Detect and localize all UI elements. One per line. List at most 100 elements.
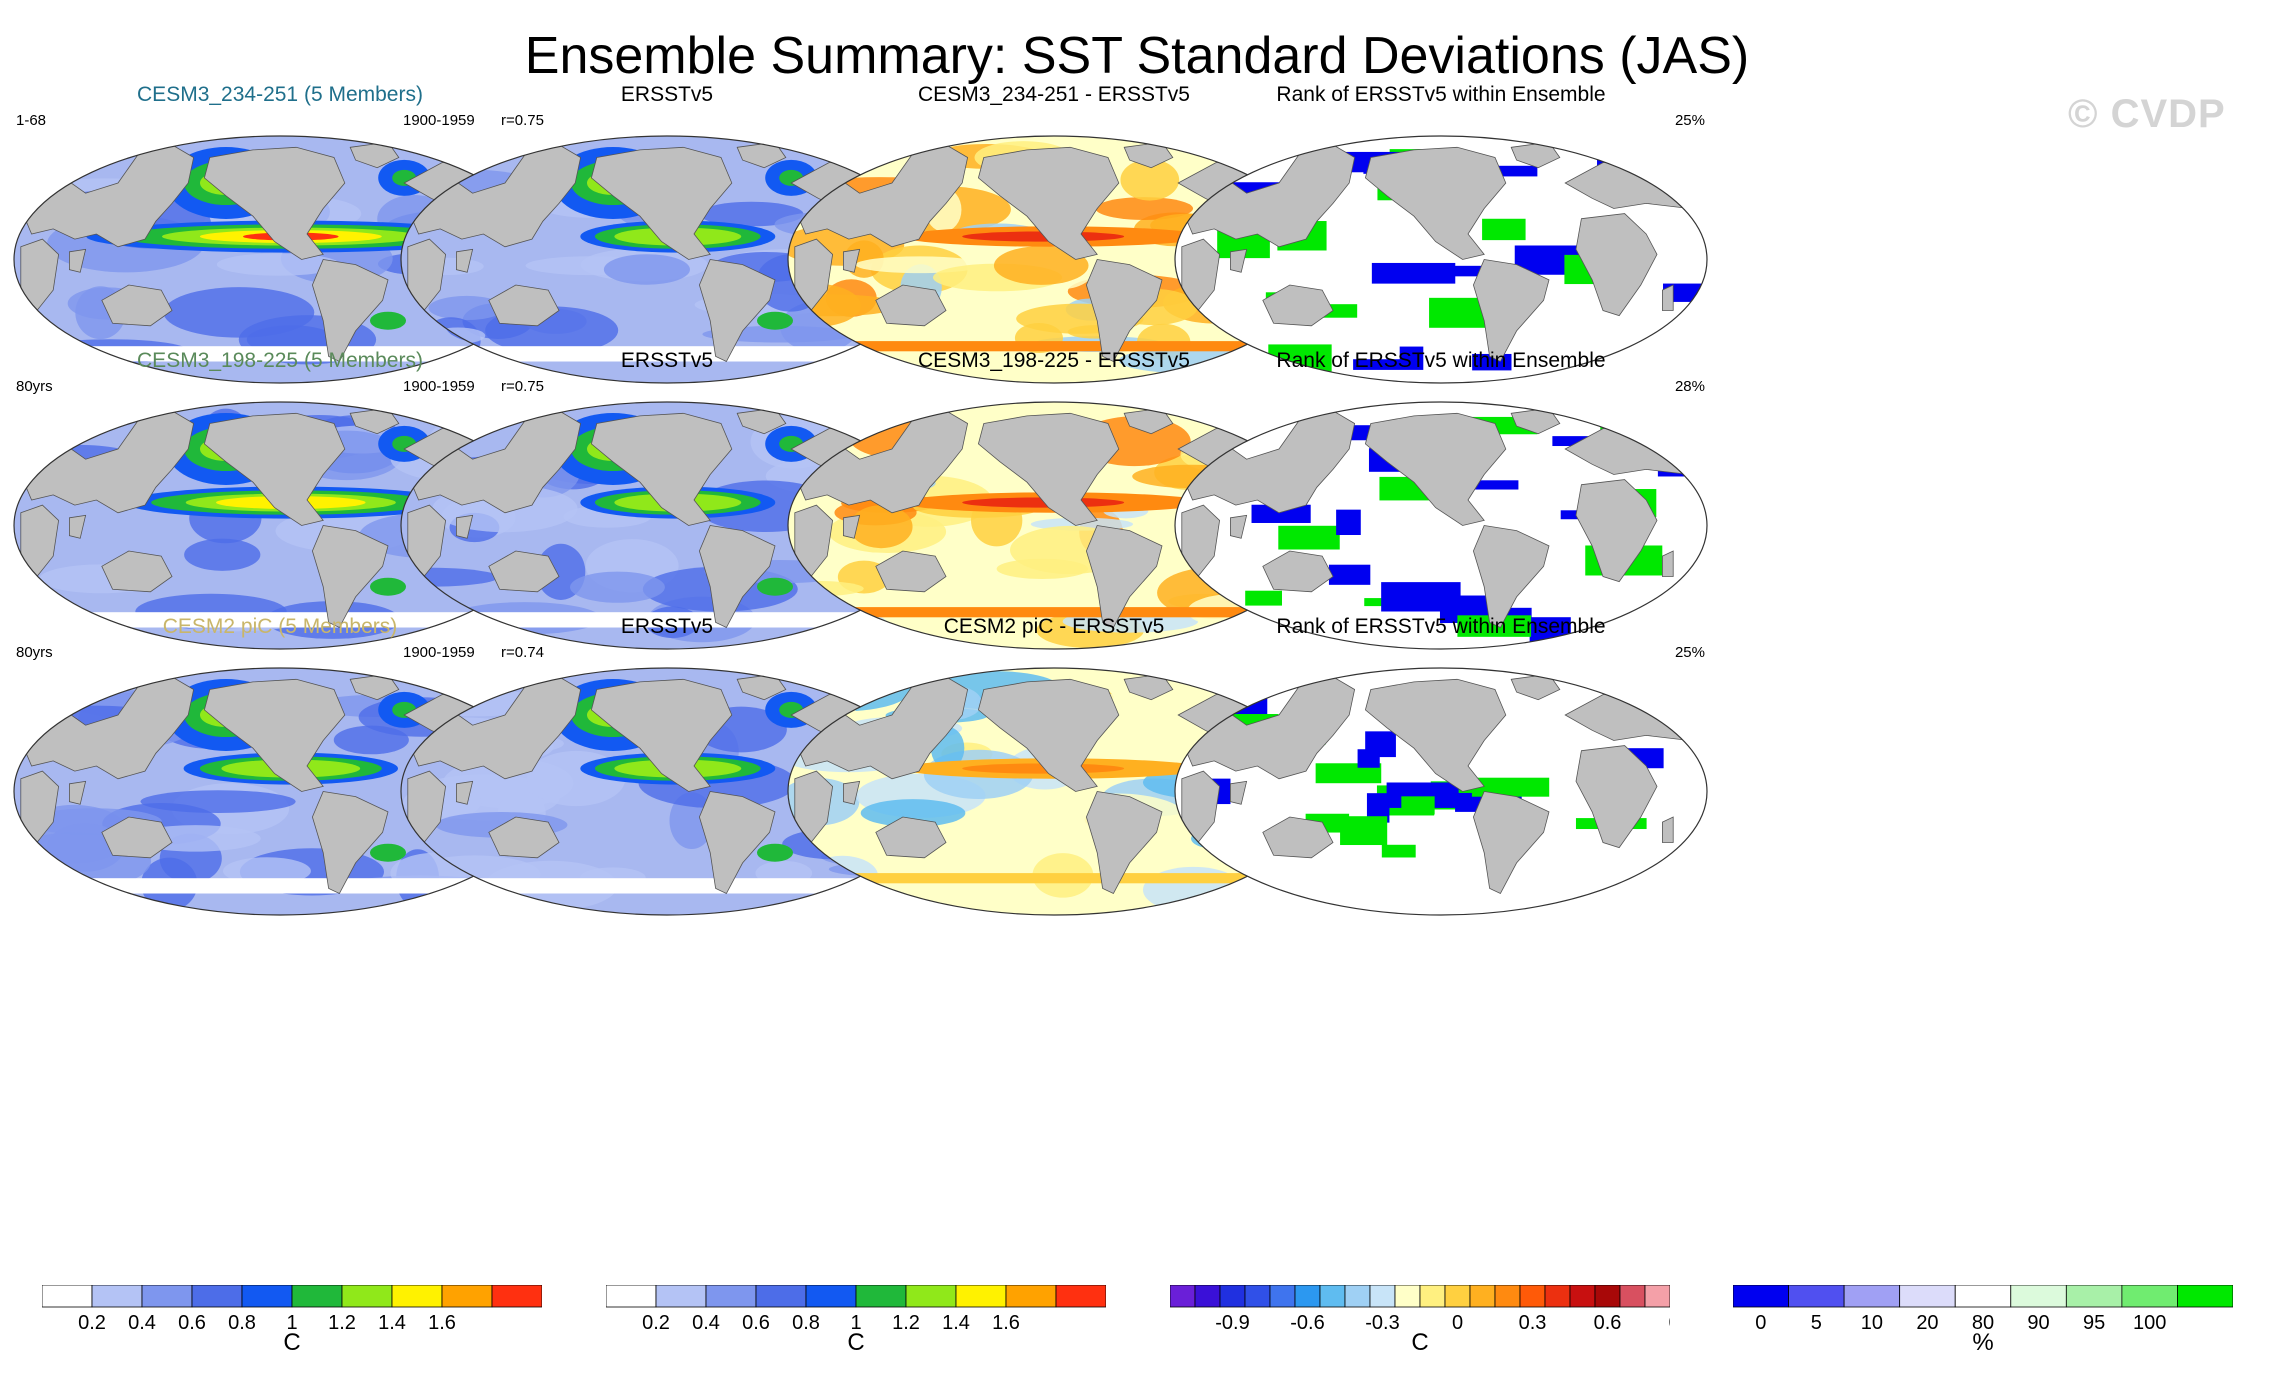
rank-region	[1337, 341, 1400, 360]
colorbar-swatch	[2177, 1285, 2233, 1308]
sst-difference-contour	[953, 823, 1073, 855]
rank-region	[1323, 272, 1354, 298]
southern-ocean-difference	[816, 341, 1292, 352]
colorbar-swatch	[1469, 1285, 1496, 1308]
rank-region	[1366, 793, 1390, 823]
rank-region	[1409, 265, 1493, 277]
land-mass	[1364, 412, 1507, 526]
colorbar-swatch	[491, 1285, 542, 1308]
land-mass	[794, 410, 969, 514]
panel-stat-label: r=0.74	[501, 644, 544, 661]
colorbar-tick-label: 0.8	[792, 1312, 820, 1333]
colorbar-tick-label: 0.9	[1669, 1312, 1670, 1333]
land-mass	[1230, 514, 1248, 539]
land-mass	[101, 550, 173, 593]
world-map	[787, 401, 1321, 650]
rank-region	[1278, 525, 1340, 550]
land-mass	[1364, 678, 1507, 792]
colorbar-tick-label: 0.6	[178, 1312, 206, 1333]
world-map	[1174, 401, 1708, 650]
colorbar-swatches: 0.2 0.4 0.6 0.8 1 1.2 1.4 1.6	[42, 1285, 542, 1333]
panel-title: CESM2 piC (5 Members)	[162, 615, 398, 638]
panel-stat-label: 25%	[1674, 112, 1705, 129]
colorbar-tick-label: 0.3	[1519, 1312, 1547, 1333]
rank-region	[1220, 856, 1292, 887]
panel-title: Rank of ERSSTv5 within Ensemble	[1276, 615, 1606, 638]
colorbar-swatch	[291, 1285, 343, 1308]
rank-region	[1298, 230, 1321, 242]
colorbar-swatch	[341, 1285, 393, 1308]
land-mass	[101, 284, 173, 327]
colorbar-unit: %	[1972, 1329, 1994, 1356]
colorbar-swatch	[241, 1285, 293, 1308]
colorbar-swatch	[1294, 1285, 1321, 1308]
colorbar-swatch	[705, 1285, 757, 1308]
sea-ice-mask	[424, 612, 910, 628]
land-mass	[1230, 780, 1248, 805]
sea-ice-mask	[37, 612, 523, 628]
panel-period-label: 80yrs	[16, 644, 53, 661]
land-mass	[1262, 550, 1334, 593]
land-mass	[1575, 745, 1658, 849]
south-atlantic-variance	[757, 311, 793, 330]
land-mass	[977, 678, 1120, 792]
colorbar-swatch	[91, 1285, 143, 1308]
land-mass	[1181, 676, 1356, 780]
land-mass	[407, 410, 582, 514]
land-mass	[456, 780, 474, 805]
land-mass	[843, 780, 861, 805]
land-mass	[1085, 791, 1163, 895]
world-map	[400, 135, 934, 384]
colorbar-swatch	[1269, 1285, 1296, 1308]
world-map	[787, 667, 1321, 916]
map-panel: CESM3_234-251 (5 Members) 1-68 r=0.75	[10, 82, 550, 462]
panel-stat-label: r=0.75	[501, 112, 544, 129]
colorbar-tick-label: -0.6	[1290, 1312, 1324, 1333]
rank-region	[1328, 564, 1371, 585]
colorbar-swatch	[441, 1285, 493, 1308]
land-mass	[1262, 816, 1334, 859]
colorbar-swatch	[1394, 1285, 1421, 1308]
colorbar-swatch	[1843, 1285, 1901, 1308]
sst-difference-contour	[1120, 159, 1180, 201]
colorbar-tick-label: -0.3	[1365, 1312, 1399, 1333]
colorbar-swatch	[2010, 1285, 2067, 1308]
colorbar-swatch	[191, 1285, 243, 1308]
colorbar: 0.2 0.4 0.6 0.8 1 1.2 1.4 1.6 C	[42, 1285, 542, 1365]
panel-stat-label: r=0.75	[501, 378, 544, 395]
colorbar-tick-label: 0.8	[228, 1312, 256, 1333]
land-mass	[843, 514, 861, 539]
land-mass	[69, 248, 87, 273]
land-mass	[20, 410, 195, 514]
colorbar-swatch	[391, 1285, 443, 1308]
panel-stat-label: 25%	[1674, 644, 1705, 661]
land-mass	[488, 550, 560, 593]
land-mass	[698, 791, 776, 895]
sst-difference-contour	[860, 799, 966, 827]
rank-region	[1381, 582, 1461, 612]
rank-region	[1245, 590, 1282, 606]
world-map	[13, 135, 547, 384]
map-outline	[1174, 135, 1708, 384]
panel-title: CESM3_198-225 (5 Members)	[137, 349, 423, 372]
colorbar-tick-label: 1	[850, 1312, 861, 1333]
rank-region	[1442, 876, 1481, 904]
colorbar-tick-label: 100	[2133, 1312, 2166, 1333]
colorbar-swatch	[1788, 1285, 1845, 1308]
colorbar-swatch	[1733, 1285, 1789, 1308]
sst-stddev-contour	[401, 567, 499, 587]
colorbar-unit: C	[1411, 1329, 1429, 1356]
sst-stddev-contour	[184, 538, 261, 571]
sst-stddev-contour	[140, 790, 296, 813]
land-mass	[794, 144, 969, 248]
land-mass	[203, 412, 346, 526]
land-mass	[1085, 259, 1163, 363]
colorbar-tick-label: 1.2	[892, 1312, 920, 1333]
land-mass	[1472, 525, 1550, 629]
colorbar-tick-label: 1.2	[328, 1312, 356, 1333]
colorbar-swatch	[1319, 1285, 1346, 1308]
rank-region	[1546, 510, 1580, 520]
rank-region	[1442, 480, 1519, 490]
south-atlantic-variance	[370, 577, 406, 596]
colorbar-swatch	[1519, 1285, 1546, 1308]
